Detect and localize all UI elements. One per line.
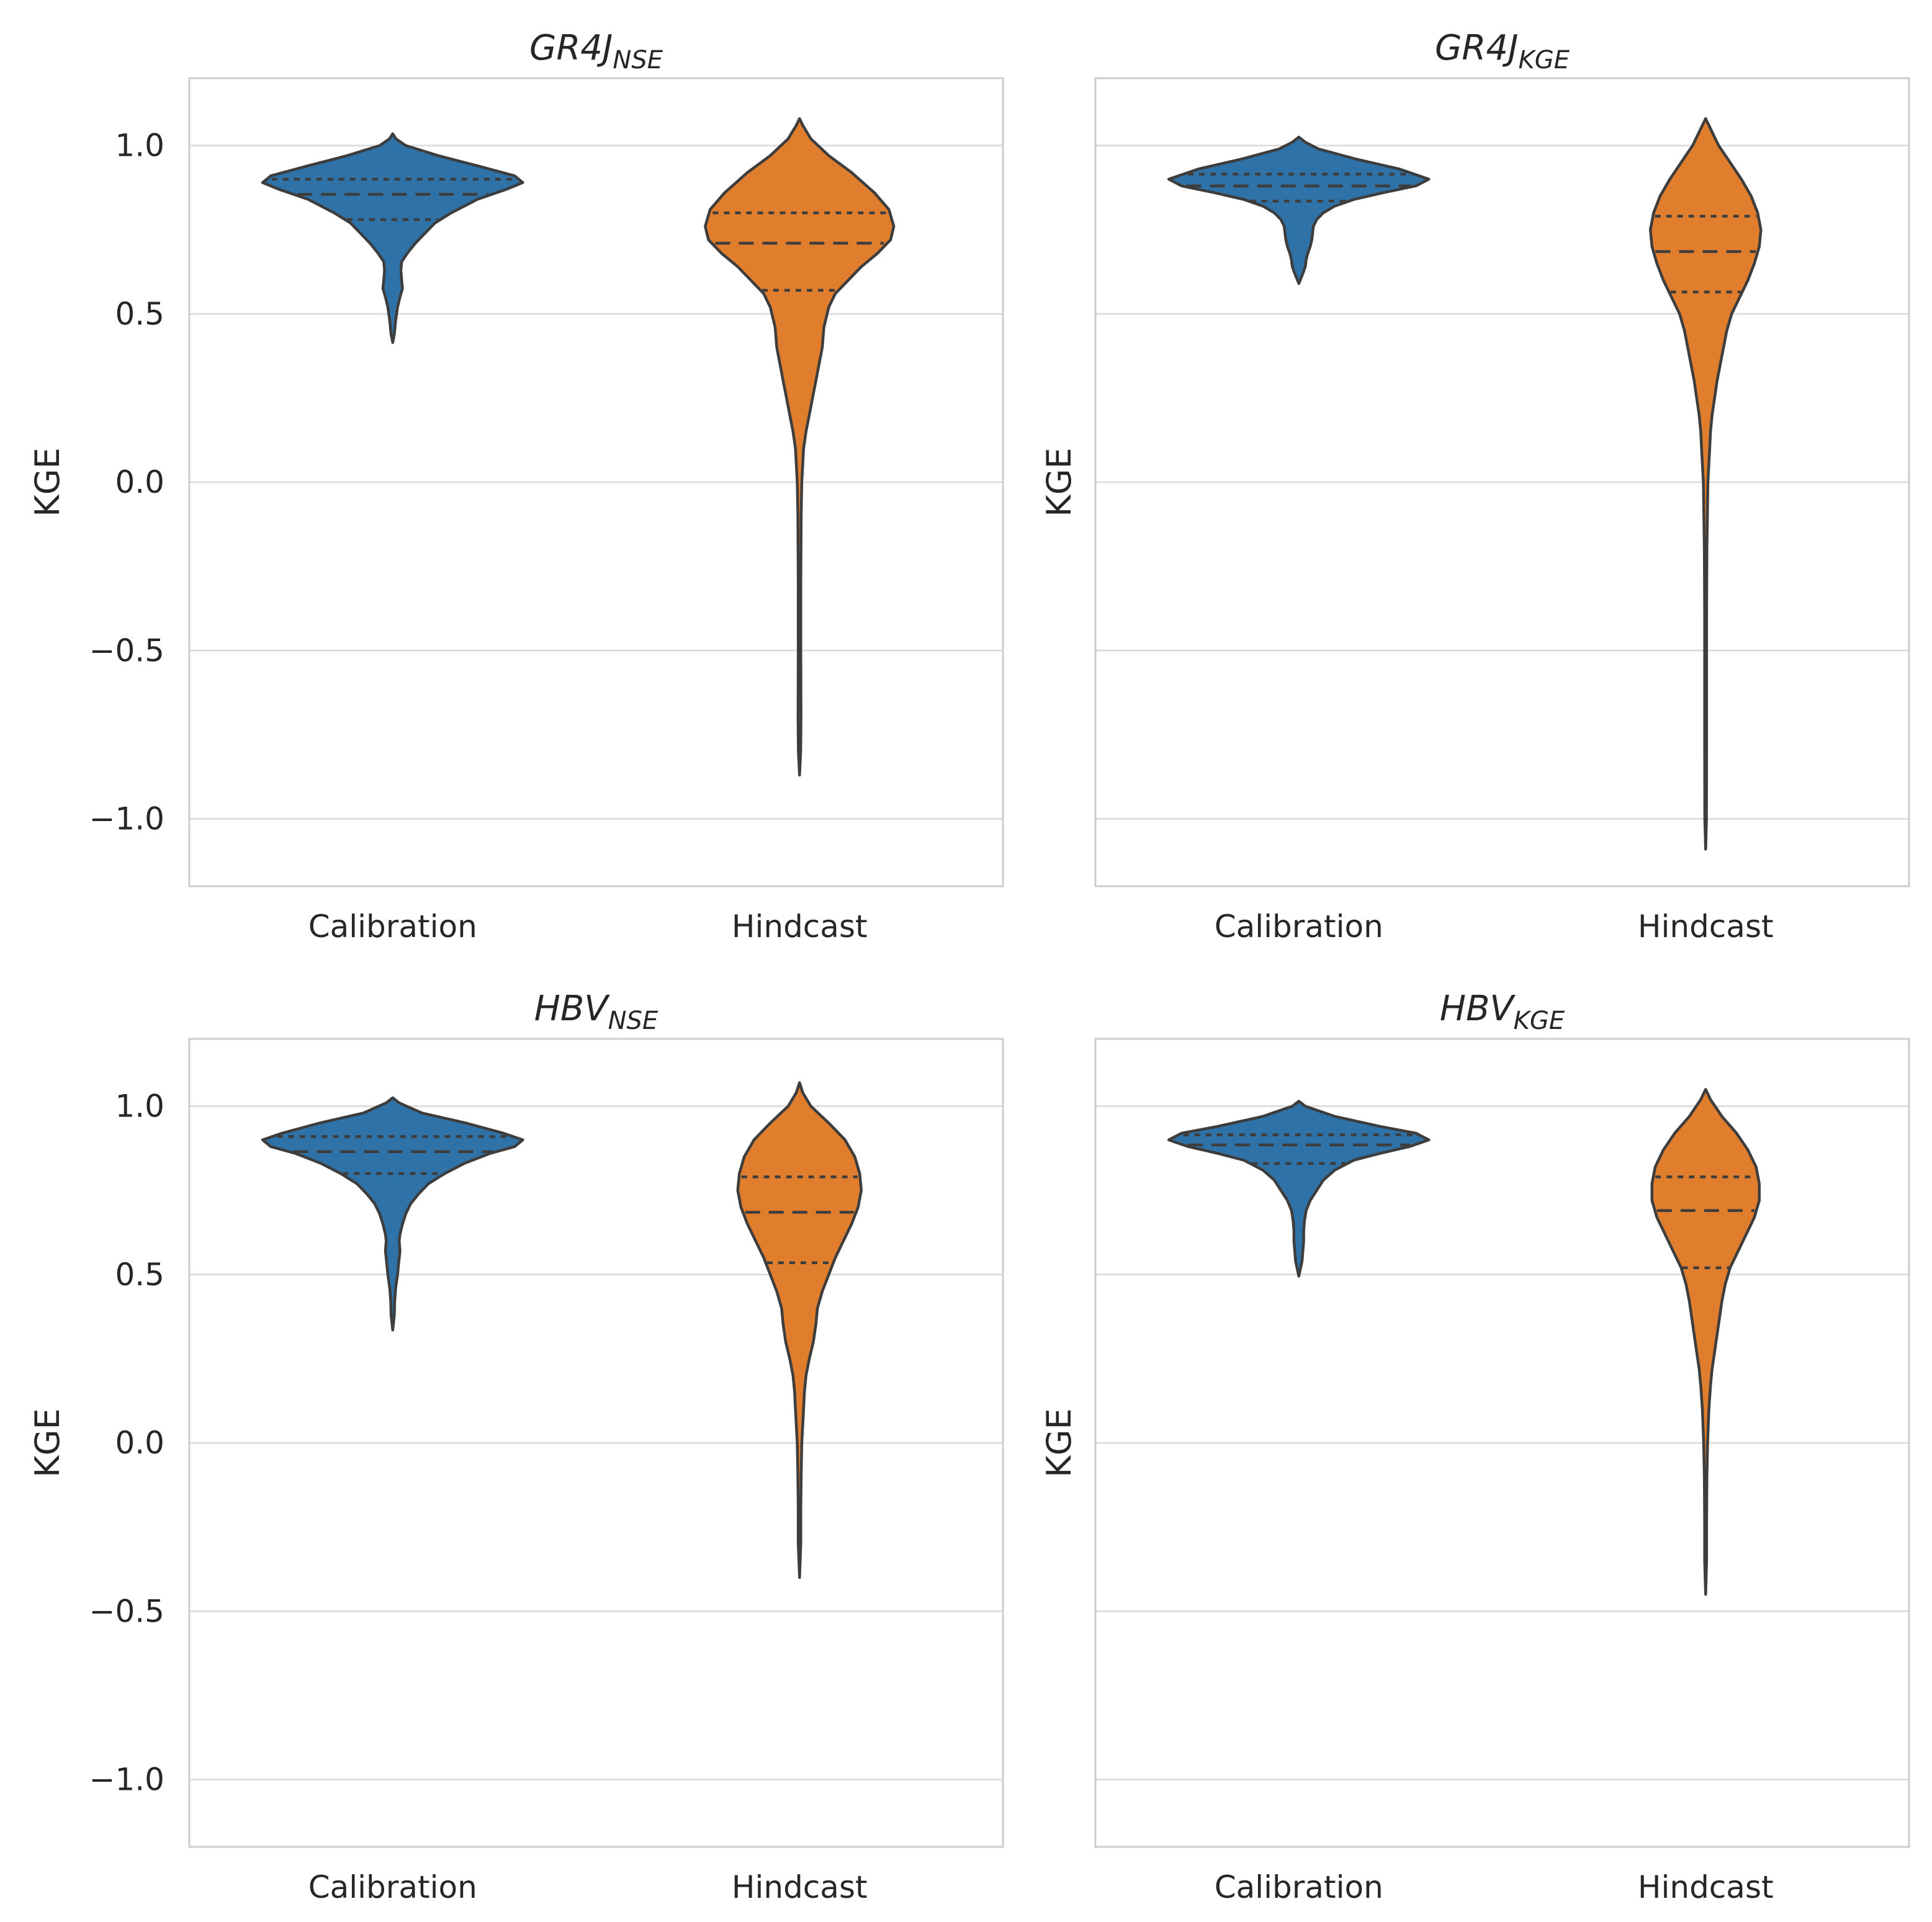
violin-hindcast [1650, 1088, 1761, 1596]
panel-title: HBVNSE [534, 989, 658, 1035]
panel-title: GR4JNSE [529, 28, 663, 74]
ytick-label: 0.5 [115, 1257, 164, 1293]
ytick-label: −0.5 [89, 632, 164, 668]
violin-hindcast [736, 1081, 863, 1579]
xtick-label: Calibration [308, 1869, 477, 1905]
panel-4: Calibration Hindcast KGE HBVKGE [1040, 989, 1910, 1905]
panel-3: 1.0 0.5 0.0 −0.5 −1.0 Calibration Hindcast KGE H… [28, 989, 1004, 1905]
violin-calibration [261, 132, 524, 344]
xtick-label: Hindcast [732, 1869, 868, 1905]
panel-2: Calibration Hindcast KGE GR4JKGE [1040, 28, 1910, 945]
violin-hindcast [704, 117, 896, 777]
panel-1: 1.0 0.5 0.0 −0.5 −1.0 Calibration Hindcast KGE G… [28, 28, 1004, 945]
violin-hindcast [1648, 117, 1763, 851]
violin-calibration [1167, 1100, 1431, 1278]
violin-calibration [261, 1096, 524, 1332]
violin-calibration [1167, 135, 1431, 285]
ylabel: KGE [1040, 447, 1079, 516]
axes-frame [188, 77, 1004, 887]
ytick-label: 0.5 [115, 296, 164, 332]
panel-title: GR4JKGE [1435, 28, 1570, 74]
ytick-label: 0.0 [115, 464, 164, 500]
ytick-label: 1.0 [115, 1089, 164, 1125]
axes-frame [1094, 77, 1910, 887]
xtick-label: Hindcast [1638, 1869, 1774, 1905]
ylabel: KGE [28, 447, 67, 516]
ytick-label: −1.0 [89, 801, 164, 837]
xtick-label: Calibration [308, 909, 477, 945]
ytick-label: −0.5 [89, 1593, 164, 1629]
ytick-label: −1.0 [89, 1762, 164, 1798]
xtick-label: Calibration [1215, 909, 1383, 945]
ytick-label: 0.0 [115, 1425, 164, 1461]
axes-frame [1094, 1038, 1910, 1848]
xtick-label: Hindcast [732, 909, 868, 945]
xtick-label: Hindcast [1638, 909, 1774, 945]
ylabel: KGE [1040, 1408, 1079, 1477]
xtick-label: Calibration [1215, 1869, 1383, 1905]
panel-title: HBVKGE [1440, 989, 1565, 1035]
ylabel: KGE [28, 1408, 67, 1477]
axes-frame [188, 1038, 1004, 1848]
ytick-label: 1.0 [115, 128, 164, 164]
